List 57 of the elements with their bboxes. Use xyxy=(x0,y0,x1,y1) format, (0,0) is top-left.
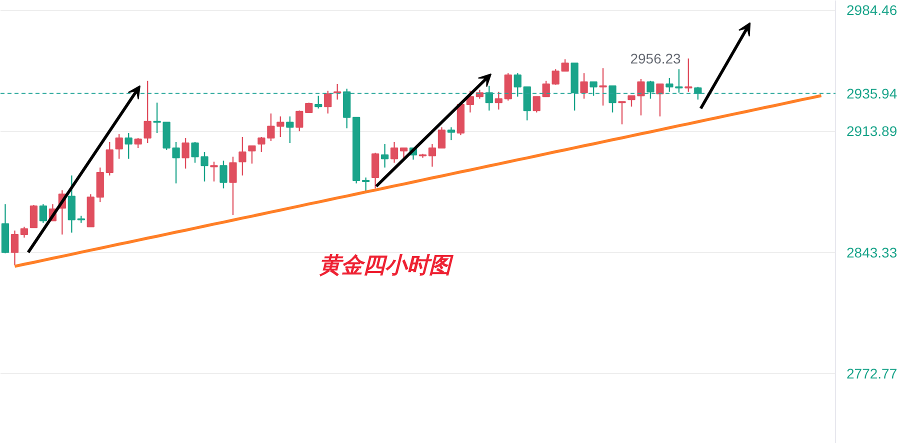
y-tick-label: 2913.89 xyxy=(846,123,898,140)
candlestick xyxy=(362,176,370,192)
candlestick xyxy=(106,141,114,176)
candlestick xyxy=(30,204,38,228)
candlestick xyxy=(267,112,275,142)
candlestick xyxy=(438,126,446,149)
candlestick xyxy=(523,86,531,121)
candlestick xyxy=(229,156,237,216)
candlestick xyxy=(20,226,28,238)
candlestick xyxy=(694,86,702,100)
candlestick xyxy=(182,137,190,170)
candlestick xyxy=(286,116,294,144)
ref-line-label: 2935.94 xyxy=(846,85,898,102)
candlestick xyxy=(220,160,228,189)
text: 黄金四小时图 xyxy=(318,252,454,278)
candlestick xyxy=(608,85,616,114)
candlestick xyxy=(656,83,664,117)
candlestick xyxy=(447,126,456,141)
candlestick xyxy=(324,90,332,114)
candlestick xyxy=(258,136,266,153)
candlestick xyxy=(504,72,512,102)
candlestick xyxy=(618,101,626,125)
candlestick xyxy=(561,58,569,72)
y-tick-label: 2843.33 xyxy=(846,244,898,260)
candlestick xyxy=(514,72,522,98)
candlestick xyxy=(580,72,588,100)
candlestick xyxy=(39,204,48,224)
candlestick xyxy=(485,85,493,112)
y-tick-label: 2772.77 xyxy=(846,365,898,382)
annotation: 2956.23 xyxy=(630,50,682,66)
candlestick xyxy=(172,141,180,184)
candlestick xyxy=(124,132,132,160)
candlestick xyxy=(599,68,607,106)
candlestick xyxy=(494,91,502,110)
candlestick xyxy=(296,110,304,132)
candlestick xyxy=(532,96,540,114)
candlestick xyxy=(115,133,123,160)
candlestick xyxy=(144,80,152,144)
candlestick xyxy=(590,81,598,96)
candlestick xyxy=(371,152,380,189)
candlestick xyxy=(684,58,692,92)
candlestick xyxy=(276,116,284,138)
y-tick-label: 2984.46 xyxy=(846,2,898,18)
candlestick xyxy=(305,102,313,114)
candlestick xyxy=(390,141,398,164)
candlestick xyxy=(380,143,389,168)
candlestick xyxy=(248,145,256,164)
candlestick xyxy=(210,161,218,182)
candlestick xyxy=(10,230,19,266)
candlestick xyxy=(552,68,560,86)
candlestick xyxy=(134,137,142,149)
candlestick xyxy=(428,143,436,168)
candlestick xyxy=(542,80,550,98)
candlestick xyxy=(238,136,246,176)
candlestick xyxy=(314,95,322,110)
candlestick xyxy=(68,174,76,234)
candlestick xyxy=(646,80,654,100)
